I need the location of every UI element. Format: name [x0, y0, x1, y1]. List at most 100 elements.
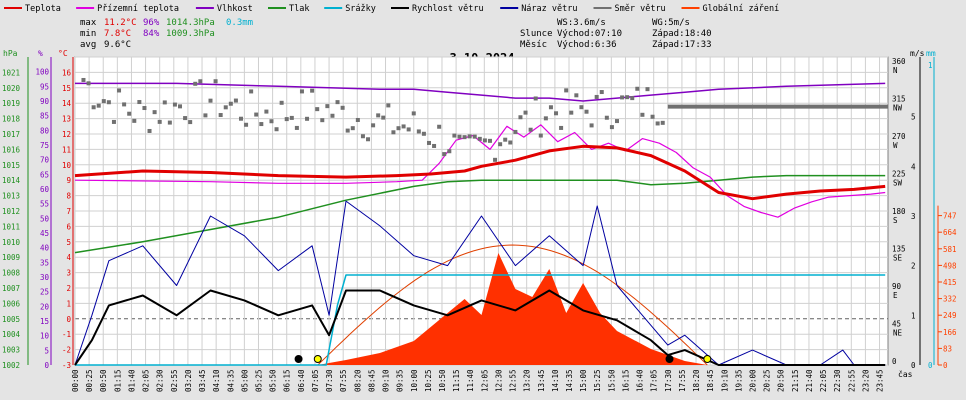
x-tick-label: 01:40 [127, 369, 136, 392]
wind-dir-mark [137, 100, 142, 105]
wind-dir-mark [279, 100, 284, 105]
wind-dir-tick: 0 [892, 357, 897, 366]
temperature-tick: 1 [66, 299, 71, 308]
stat-min-press: 1009.3hPa [166, 29, 215, 39]
wind-dir-mark [487, 138, 492, 143]
x-tick-label: 22:05 [819, 369, 828, 392]
temperature-tick: 5 [66, 238, 71, 247]
legend-label-1: Přízemní teplota [97, 4, 179, 14]
wind-dir-mark [325, 104, 330, 109]
wind-dir-mark [452, 133, 457, 138]
wind-dir-mark [249, 89, 254, 94]
x-tick-label: 04:10 [212, 369, 221, 392]
pressure-tick: 1008 [2, 269, 21, 278]
pressure-tick: 1004 [2, 330, 21, 339]
radiation-tick: 664 [943, 228, 957, 237]
temperature-tick: 11 [62, 145, 71, 154]
stat-sun-label: Slunce [520, 29, 553, 39]
stat-moonrise: Východ:6:36 [557, 40, 617, 50]
wind-dir-mark [437, 124, 442, 129]
wind-dir-mark [447, 149, 452, 154]
x-tick-label: 00:00 [71, 369, 80, 392]
wind-dir-mark [345, 128, 350, 133]
plot-area [74, 77, 888, 366]
wind-dir-mark [218, 113, 223, 118]
stat-avg-label: avg [80, 40, 96, 50]
temperature-tick: 12 [62, 130, 71, 139]
wind-dir-mark [366, 137, 371, 142]
wind-dir-tick: 90 [892, 282, 902, 291]
x-tick-label: 17:30 [664, 369, 673, 392]
wind-dir-tick: 360 [892, 57, 906, 66]
stat-moonset: Západ:17:33 [652, 40, 712, 50]
wind-dir-mark [167, 120, 172, 125]
wind-dir-mark [462, 135, 467, 140]
pressure-tick: 1021 [2, 68, 20, 77]
x-tick-label: 03:20 [184, 369, 193, 392]
humidity-tick: 95 [40, 82, 49, 91]
wind-dir-mark [213, 79, 218, 84]
wind-dir-mark [203, 113, 208, 118]
radiation-tick: 83 [943, 344, 952, 353]
series-pressure [74, 174, 886, 254]
x-tick-label: 11:40 [466, 369, 475, 392]
wind-dir-mark [569, 110, 574, 115]
wind-dir-mark [101, 99, 106, 104]
radiation-clear-sky-curve [317, 244, 708, 366]
radiation-tick: 166 [943, 328, 957, 337]
x-tick-label: 20:50 [777, 369, 786, 392]
series-temperature [74, 144, 886, 201]
pressure-tick: 1017 [2, 130, 20, 139]
humidity-tick: 30 [40, 273, 50, 282]
wind-dir-mark [289, 115, 294, 120]
wind-dir-label: W [893, 141, 898, 150]
wind-dir-mark [183, 116, 188, 121]
temperature-tick: 14 [62, 99, 72, 108]
temperature-tick: 2 [66, 284, 71, 293]
x-tick-label: 20:00 [749, 369, 758, 392]
x-tick-label: 06:40 [297, 369, 306, 392]
wind-dir-mark [630, 96, 635, 101]
wind-dir-mark [264, 109, 269, 114]
wind-dir-mark [660, 120, 665, 125]
x-tick-label: 22:30 [833, 369, 842, 392]
wind-dir-mark [162, 100, 167, 105]
x-tick-label: 15:25 [593, 369, 602, 392]
legend-label-2: Vlhkost [217, 4, 253, 14]
wind-dir-mark [498, 142, 503, 147]
wind-dir-mark [228, 101, 233, 106]
x-tick-label: 00:25 [85, 369, 94, 392]
wind-dir-mark [371, 123, 376, 128]
wind-speed-tick: 0 [911, 361, 916, 370]
x-tick-label: 23:20 [861, 369, 870, 392]
wind-dir-mark [208, 98, 213, 103]
wind-dir-mark [574, 93, 579, 98]
wind-speed-tick: 4 [911, 162, 916, 171]
wind-dir-mark [620, 95, 625, 100]
pressure-unit: hPa [3, 49, 18, 58]
wind-speed-tick: 1 [911, 311, 916, 320]
wind-dir-mark [609, 125, 614, 130]
wind-dir-tick: 135 [892, 245, 906, 254]
wind-dir-mark [294, 125, 299, 130]
pressure-tick: 1005 [2, 315, 20, 324]
humidity-tick: 100 [35, 68, 49, 77]
wind-dir-mark [360, 134, 365, 139]
wind-dir-mark [152, 110, 157, 115]
wind-dir-mark [538, 133, 543, 138]
x-tick-label: 14:35 [565, 369, 574, 392]
pressure-tick: 1002 [2, 361, 20, 370]
rain-tick: 1 [928, 61, 933, 70]
pressure-tick: 1014 [2, 176, 21, 185]
wind-dir-mark [625, 95, 630, 100]
x-tick-label: 07:30 [325, 369, 334, 392]
wind-dir-mark [244, 122, 249, 127]
stat-max-hum: 96% [143, 18, 160, 28]
wind-dir-mark [233, 98, 238, 103]
stat-moon-label: Měsíc [520, 40, 547, 50]
wind-dir-tick: 180 [892, 207, 906, 216]
wind-dir-mark [254, 112, 259, 117]
wind-dir-mark [401, 124, 406, 129]
wind-dir-mark [259, 122, 264, 127]
